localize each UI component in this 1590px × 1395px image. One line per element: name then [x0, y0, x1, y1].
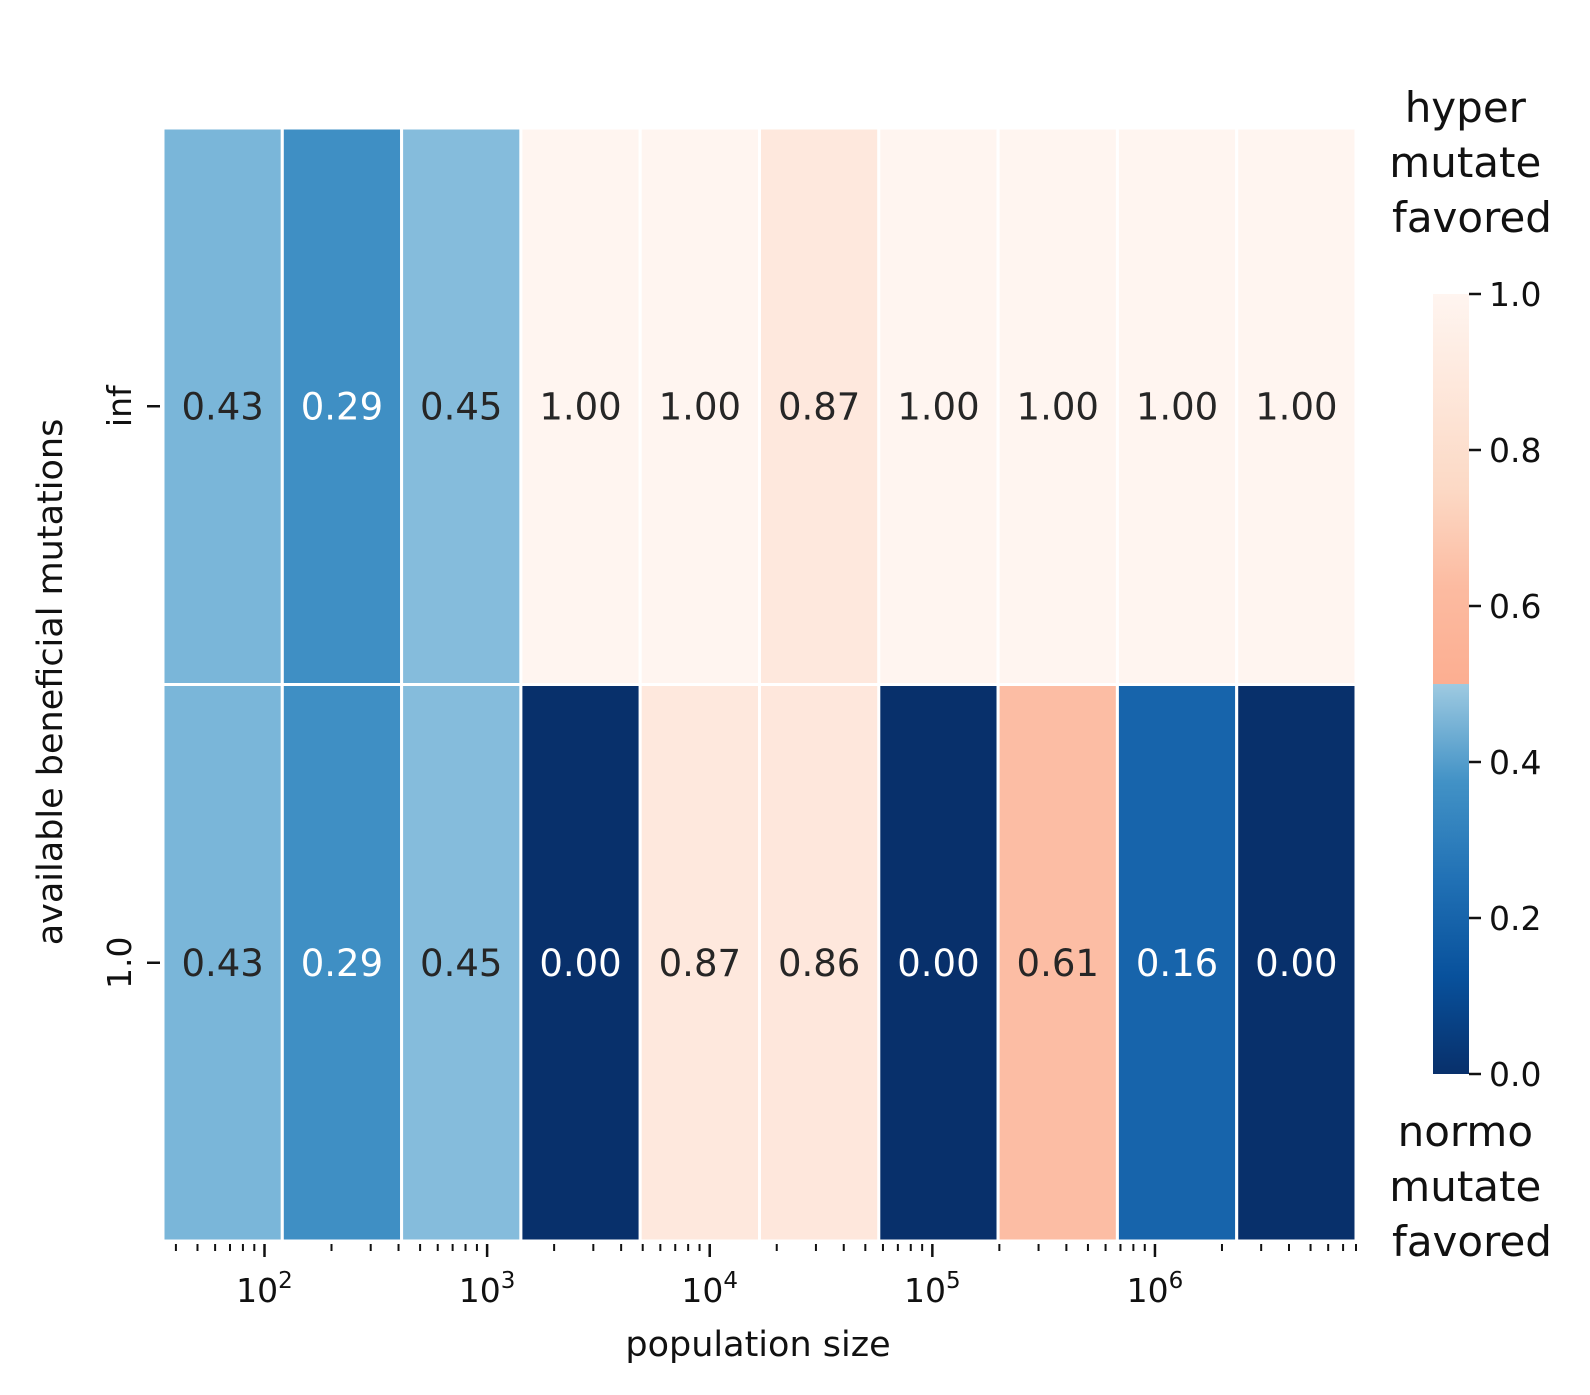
heatmap-cell	[996, 126, 1119, 686]
heatmap-cell	[519, 126, 642, 686]
cell-value-label: 1.00	[1255, 385, 1337, 428]
cell-value-label: 0.86	[778, 942, 860, 985]
cell-value-label: 0.00	[1255, 942, 1337, 985]
heatmap-cell	[1115, 683, 1239, 1243]
colorbar-tick-label: 0.8	[1489, 431, 1541, 470]
colorbar-tick-label: 0.4	[1489, 743, 1541, 782]
colorbar-ticks: 0.0 0.2 0.4 0.6 0.8 1.0	[1469, 275, 1541, 1094]
cell-value-label: 0.16	[1136, 942, 1218, 985]
cell-value-label: 1.00	[539, 385, 621, 428]
colorbar-gradient	[1433, 294, 1469, 1074]
colorbar-tick-label: 0.6	[1489, 587, 1541, 626]
cell-value-label: 0.29	[301, 942, 383, 985]
cell-value-label: 0.87	[659, 942, 741, 985]
row-tick-label: 1.0	[100, 937, 139, 989]
cell-value-label: 0.61	[1017, 942, 1099, 985]
x-tick-label: 102	[236, 1268, 293, 1310]
cell-value-label: 0.87	[778, 385, 860, 428]
colorbar-tick-label: 1.0	[1489, 275, 1541, 314]
x-axis-ticks: 102 103 104 105 106	[174, 1244, 1357, 1310]
cell-value-label: 0.43	[181, 942, 263, 985]
x-tick-label: 105	[904, 1268, 961, 1310]
x-tick-label: 106	[1127, 1268, 1184, 1310]
row-tick-label: inf	[100, 384, 139, 427]
cell-value-label: 0.00	[539, 942, 621, 985]
row-ticks: inf 1.0	[100, 384, 160, 989]
heatmap-cell	[1235, 683, 1358, 1243]
heatmap-cell	[161, 126, 284, 686]
cell-value-label: 1.00	[1136, 385, 1218, 428]
cell-value-label: 0.45	[420, 385, 502, 428]
colorbar-tick-label: 0.0	[1489, 1055, 1541, 1094]
cell-value-label: 0.45	[420, 942, 502, 985]
cell-value-label: 0.29	[301, 385, 383, 428]
colorbar-bottom-label: normo mutate favored	[1389, 1107, 1554, 1266]
heatmap-cell	[280, 683, 404, 1243]
heatmap-cell	[758, 683, 881, 1243]
cell-value-label: 0.00	[897, 942, 979, 985]
colorbar-top-label: hyper mutate favored	[1389, 83, 1554, 242]
x-tick-label: 104	[681, 1268, 738, 1310]
heatmap-cell	[519, 683, 642, 1243]
colorbar: 0.00.20.40.60.81.0 hyper mutate favored …	[1389, 83, 1554, 1266]
cell-value-label: 1.00	[1017, 385, 1099, 428]
cell-value-label: 1.00	[897, 385, 979, 428]
colorbar-tick-label: 0.2	[1489, 899, 1541, 938]
heatmap-cell	[758, 126, 881, 686]
cell-value-label: 1.00	[659, 385, 741, 428]
cell-value-label: 0.43	[181, 385, 263, 428]
heatmap-cell	[1235, 126, 1358, 686]
heatmap-cell	[400, 126, 523, 686]
heatmap-cell	[400, 683, 523, 1243]
y-axis-label: available beneficial mutations	[31, 419, 71, 946]
heatmap-cell	[280, 126, 404, 686]
heatmap-cell	[996, 683, 1119, 1243]
heatmap-cell	[877, 683, 1000, 1243]
x-tick-label: 103	[459, 1268, 516, 1310]
heatmap-cells: 0.43 0.29 0.45 1.00 1.00 0.87 1.00 1.00 1.00 1.00…	[161, 126, 1358, 1243]
x-axis-label: population size	[625, 1325, 890, 1365]
